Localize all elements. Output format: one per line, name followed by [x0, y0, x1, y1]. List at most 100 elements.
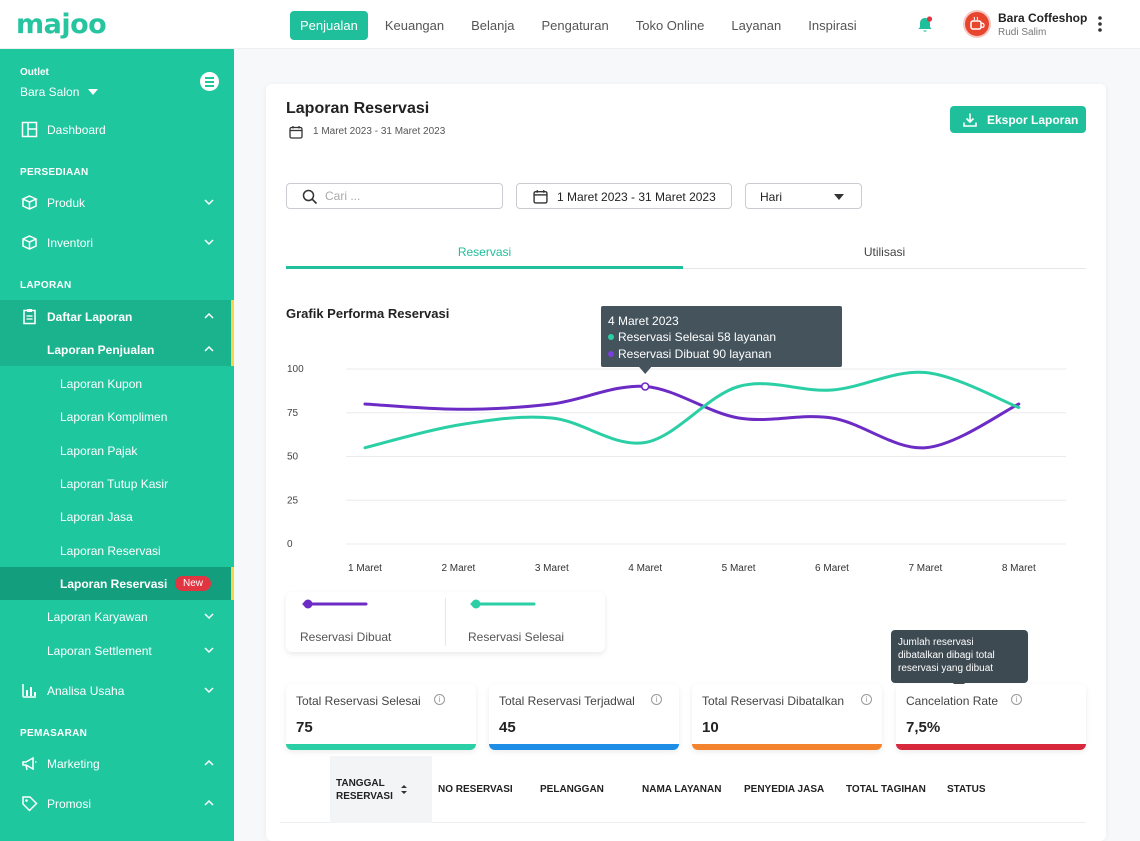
- dashboard-icon: [21, 121, 38, 138]
- tooltip-dot-selesai: [608, 334, 614, 340]
- chart-tooltip: [601, 306, 842, 367]
- outlet-select[interactable]: Bara Salon: [20, 85, 80, 99]
- legend-label-selesai: Reservasi Selesai: [468, 630, 565, 644]
- search-box[interactable]: [286, 183, 503, 209]
- sidebar-item-promosi[interactable]: Promosi: [0, 787, 234, 820]
- th-tanggal-reservasi[interactable]: TANGGAL RESERVASI: [330, 756, 432, 823]
- sidebar-label-daftar-laporan: Daftar Laporan: [47, 310, 133, 324]
- nav-keuangan[interactable]: Keuangan: [384, 18, 445, 33]
- more-options-icon[interactable]: [1093, 14, 1107, 34]
- calendar-icon: [533, 190, 548, 204]
- info-icon[interactable]: i: [1011, 694, 1022, 705]
- sidebar-item-laporan-penjualan[interactable]: Laporan Penjualan: [0, 333, 234, 366]
- th-status[interactable]: STATUS: [947, 756, 1047, 823]
- kpi-title: Total Reservasi Terjadwal: [499, 694, 635, 708]
- chevron-up-icon: [204, 312, 214, 319]
- chevron-up-icon: [204, 799, 214, 806]
- kpi-color-bar: [692, 744, 882, 750]
- sidebar-item-marketing[interactable]: Marketing: [0, 747, 234, 780]
- info-icon[interactable]: i: [861, 694, 872, 705]
- tab-utilisasi-label: Utilisasi: [863, 245, 906, 259]
- th-label: NO RESERVASI: [438, 784, 513, 795]
- th-tanggal-line1: TANGGAL: [336, 778, 385, 789]
- caret-down-icon[interactable]: [88, 89, 98, 95]
- bell-icon[interactable]: [915, 15, 935, 35]
- user-name[interactable]: Bara Coffeshop: [998, 11, 1088, 25]
- th-no-reservasi[interactable]: NO RESERVASI: [438, 756, 538, 823]
- top-nav: Penjualan Keuangan Belanja Pengaturan To…: [290, 11, 874, 40]
- date-range-picker[interactable]: 1 Maret 2023 - 31 Maret 2023: [516, 183, 732, 209]
- chevron-down-icon: [204, 687, 214, 694]
- chevron-up-icon: [204, 759, 214, 766]
- sidebar-item-laporan-settlement[interactable]: Laporan Settlement: [0, 634, 234, 667]
- info-icon[interactable]: i: [434, 694, 445, 705]
- sidebar-item-laporan-tutup-kasir[interactable]: Laporan Tutup Kasir: [0, 467, 234, 500]
- th-nama-layanan[interactable]: NAMA LAYANAN: [642, 756, 742, 823]
- th-label: PELANGGAN: [540, 784, 604, 795]
- y-tick-label: 0: [287, 539, 293, 550]
- period-select[interactable]: Hari: [745, 183, 862, 209]
- user-avatar[interactable]: [963, 10, 991, 38]
- section-pemasaran: PEMASARAN: [20, 728, 88, 739]
- th-total-tagihan[interactable]: TOTAL TAGIHAN: [846, 756, 946, 823]
- nav-penjualan[interactable]: Penjualan: [290, 11, 368, 40]
- chevron-up-icon: [204, 345, 214, 352]
- kpi-color-bar: [896, 744, 1086, 750]
- sidebar-label-laporan-settlement: Laporan Settlement: [47, 644, 152, 658]
- kpi-title: Total Reservasi Selesai: [296, 694, 421, 708]
- th-penyedia-jasa[interactable]: PENYEDIA JASA: [744, 756, 844, 823]
- tab-utilisasi[interactable]: Utilisasi: [683, 229, 1086, 269]
- menu-toggle-icon[interactable]: [200, 72, 219, 91]
- download-icon: [963, 113, 977, 127]
- sidebar-item-inventori[interactable]: Inventori: [0, 226, 234, 259]
- sidebar-label-dashboard: Dashboard: [47, 123, 106, 137]
- calendar-icon: [289, 126, 303, 139]
- y-tick-label: 25: [287, 495, 299, 506]
- export-report-button[interactable]: Ekspor Laporan: [950, 106, 1086, 133]
- nav-pengaturan[interactable]: Pengaturan: [541, 18, 609, 33]
- th-label: NAMA LAYANAN: [642, 784, 722, 795]
- sidebar-label-laporan-tutup-kasir: Laporan Tutup Kasir: [60, 477, 169, 491]
- x-tick-label: 3 Maret: [535, 563, 569, 574]
- new-badge: New: [175, 576, 212, 591]
- majoo-logo[interactable]: majoo: [16, 9, 107, 40]
- sidebar-item-dashboard[interactable]: Dashboard: [0, 113, 234, 146]
- performance-line-chart: 0 25 50 75 100 1 Maret 2 Maret 3 Maret 4 Maret 5 …: [287, 306, 1066, 574]
- sidebar-item-laporan-pajak[interactable]: Laporan Pajak: [0, 434, 234, 467]
- sidebar-item-laporan-reservasi-new[interactable]: Laporan Reservasi New: [0, 567, 234, 600]
- legend-item-dibuat[interactable]: Reservasi Dibuat: [286, 592, 446, 652]
- chevron-down-icon: [204, 647, 214, 654]
- section-laporan: LAPORAN: [20, 280, 72, 291]
- legend-item-selesai[interactable]: Reservasi Selesai: [454, 592, 614, 652]
- caret-down-icon: [834, 194, 844, 200]
- sidebar-item-laporan-kupon[interactable]: Laporan Kupon: [0, 367, 234, 400]
- th-tanggal-line2: RESERVASI: [336, 791, 393, 802]
- sort-icon[interactable]: [400, 784, 408, 795]
- chevron-down-icon: [204, 613, 214, 620]
- tab-reservasi[interactable]: Reservasi: [286, 229, 683, 269]
- page-title: Laporan Reservasi: [286, 100, 430, 117]
- page-date-range: 1 Maret 2023 - 31 Maret 2023: [313, 126, 446, 137]
- report-card: Laporan Reservasi 1 Maret 2023 - 31 Mare…: [266, 84, 1106, 841]
- x-tick-label: 7 Maret: [908, 563, 942, 574]
- sidebar-item-laporan-reservasi[interactable]: Laporan Reservasi: [0, 534, 234, 567]
- nav-belanja[interactable]: Belanja: [471, 18, 515, 33]
- x-tick-label: 4 Maret: [628, 563, 662, 574]
- th-pelanggan[interactable]: PELANGGAN: [540, 756, 640, 823]
- sidebar-item-laporan-jasa[interactable]: Laporan Jasa: [0, 500, 234, 533]
- sidebar-item-laporan-karyawan[interactable]: Laporan Karyawan: [0, 600, 234, 633]
- nav-layanan[interactable]: Layanan: [731, 18, 782, 33]
- sidebar-label-laporan-kupon: Laporan Kupon: [60, 377, 143, 391]
- search-input[interactable]: [325, 189, 485, 203]
- x-tick-label: 1 Maret: [348, 563, 382, 574]
- sidebar-item-analisa-usaha[interactable]: Analisa Usaha: [0, 674, 234, 707]
- megaphone-icon: [22, 756, 37, 771]
- info-icon[interactable]: i: [651, 694, 662, 705]
- sidebar-item-laporan-komplimen[interactable]: Laporan Komplimen: [0, 400, 234, 433]
- nav-inspirasi[interactable]: Inspirasi: [808, 18, 857, 33]
- nav-toko-online[interactable]: Toko Online: [635, 18, 705, 33]
- sidebar-item-produk[interactable]: Produk: [0, 186, 234, 219]
- chevron-down-icon: [204, 199, 214, 206]
- tab-reservasi-label: Reservasi: [457, 245, 512, 259]
- sidebar-item-daftar-laporan[interactable]: Daftar Laporan: [0, 300, 234, 333]
